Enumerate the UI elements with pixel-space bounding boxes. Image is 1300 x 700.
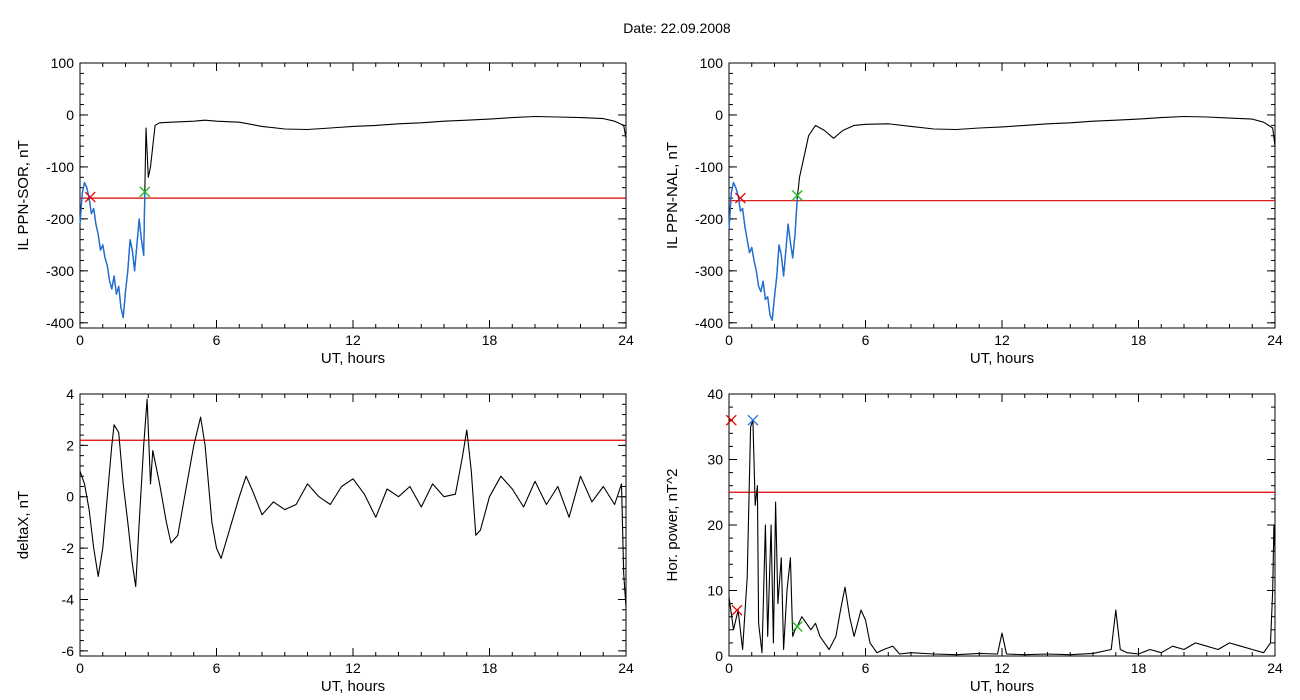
x-marker-stroke <box>84 191 96 203</box>
y-axis-label: IL PPN-NAL, nT <box>664 142 681 249</box>
x-axis-label: UT, hours <box>321 350 385 367</box>
chart-panel-1: 0 6 12 18 24 -400 -300 -200 -100 0 100 UT, hours IL … <box>15 55 634 367</box>
y-tick-label: -200 <box>46 211 74 227</box>
x-marker-stroke <box>725 414 737 426</box>
y-tick-label: 40 <box>707 386 723 402</box>
x-tick-label: 18 <box>1131 332 1147 348</box>
series-line <box>79 115 627 319</box>
x-tick-label: 0 <box>725 660 733 676</box>
y-tick-label: 4 <box>66 386 74 402</box>
y-tick-label: -2 <box>62 540 75 556</box>
x-marker-stroke <box>747 414 759 426</box>
x-tick-label: 6 <box>213 332 221 348</box>
x-tick-label: 12 <box>994 660 1010 676</box>
x-axis-label: UT, hours <box>321 678 385 695</box>
x-marker <box>84 191 96 203</box>
y-axis-label: Hor. power, nT^2 <box>664 469 681 582</box>
y-tick-label: -300 <box>695 263 723 279</box>
x-tick-label: 24 <box>618 660 634 676</box>
y-tick-label: -6 <box>62 643 75 659</box>
y-tick-label: -100 <box>46 159 74 175</box>
x-axis-label: UT, hours <box>970 678 1034 695</box>
chart-panel-4: 0 6 12 18 24 0 10 20 30 40 UT, hours Hor. power, nT… <box>664 386 1283 695</box>
x-tick-label: 24 <box>618 332 634 348</box>
x-tick-label: 0 <box>725 332 733 348</box>
x-tick-label: 18 <box>482 660 498 676</box>
x-tick-label: 0 <box>76 332 84 348</box>
x-marker <box>731 604 743 616</box>
x-marker-stroke <box>731 604 743 616</box>
x-tick-label: 12 <box>345 660 361 676</box>
x-tick-label: 12 <box>345 332 361 348</box>
y-tick-label: 100 <box>51 55 75 71</box>
plot-frame <box>728 393 1276 657</box>
y-tick-label: 20 <box>707 517 723 533</box>
y-tick-label: 0 <box>715 648 723 664</box>
highlighted-segment <box>728 181 798 321</box>
x-marker-stroke <box>139 186 151 198</box>
plot-frame <box>79 393 627 657</box>
plot-frame <box>728 62 1276 329</box>
y-tick-label: -200 <box>695 211 723 227</box>
y-tick-label: -4 <box>62 591 75 607</box>
series-line <box>79 398 627 608</box>
x-marker-stroke <box>791 190 803 201</box>
figure-title: Date: 22.09.2008 <box>623 20 731 36</box>
x-tick-label: 6 <box>862 660 870 676</box>
x-tick-label: 18 <box>1131 660 1147 676</box>
x-marker <box>734 192 746 204</box>
chart-panel-2: 0 6 12 18 24 -400 -300 -200 -100 0 100 UT, hours IL … <box>664 55 1283 367</box>
x-marker-stroke <box>791 621 803 632</box>
x-tick-label: 6 <box>862 332 870 348</box>
x-marker <box>791 621 803 632</box>
series-line <box>728 115 1276 321</box>
x-axis-label: UT, hours <box>970 350 1034 367</box>
y-tick-label: -400 <box>695 315 723 331</box>
x-marker-stroke <box>734 192 746 204</box>
y-tick-label: 100 <box>700 55 724 71</box>
x-tick-label: 24 <box>1267 332 1283 348</box>
x-tick-label: 0 <box>76 660 84 676</box>
y-axis-label: IL PPN-SOR, nT <box>15 140 32 250</box>
y-tick-label: -300 <box>46 263 74 279</box>
y-axis-label: deltaX, nT <box>15 491 32 559</box>
series-line <box>728 419 1276 656</box>
y-tick-label: 0 <box>715 107 723 123</box>
x-marker <box>139 186 151 198</box>
y-tick-label: 2 <box>66 437 74 453</box>
x-tick-label: 24 <box>1267 660 1283 676</box>
y-tick-label: -100 <box>695 159 723 175</box>
x-marker <box>747 414 759 426</box>
y-tick-label: 0 <box>66 489 74 505</box>
y-tick-label: 0 <box>66 107 74 123</box>
x-tick-label: 12 <box>994 332 1010 348</box>
plot-frame <box>79 62 627 329</box>
x-marker <box>791 190 803 201</box>
y-tick-label: 30 <box>707 452 723 468</box>
highlighted-segment <box>79 181 146 319</box>
y-tick-label: -400 <box>46 315 74 331</box>
x-marker <box>725 414 737 426</box>
x-tick-label: 18 <box>482 332 498 348</box>
x-tick-label: 6 <box>213 660 221 676</box>
y-tick-label: 10 <box>707 583 723 599</box>
